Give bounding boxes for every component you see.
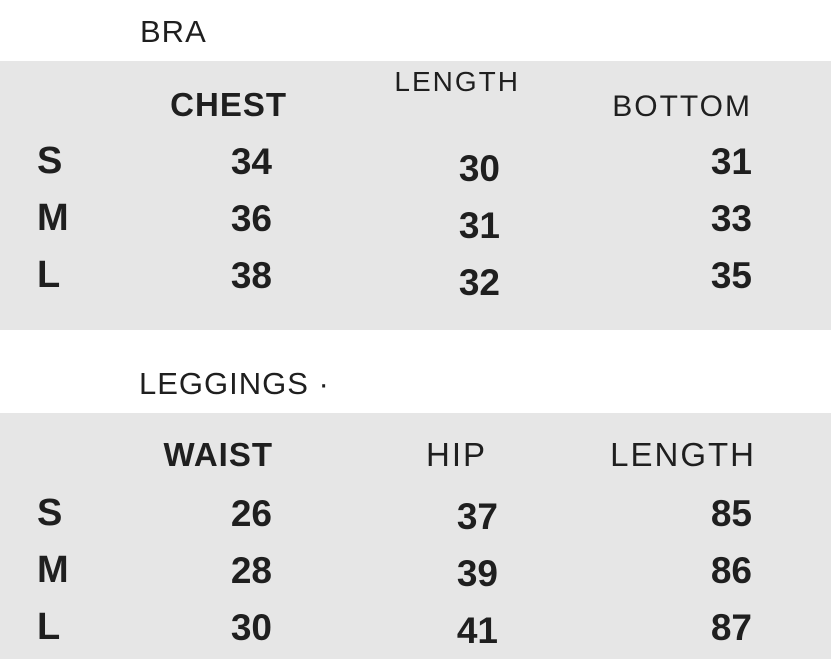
column-header-length: LENGTH: [394, 66, 520, 97]
leggings-l-hip-value: 41: [456, 609, 498, 651]
leggings-m-length-value: 86: [710, 549, 752, 591]
leggings-s-hip-value: 37: [456, 495, 498, 537]
leggings-m-hip-value: 39: [456, 552, 498, 594]
bra-table-grid: CHEST LENGTH BOTTOM S 34 30 31 M 36 31 3…: [0, 61, 831, 304]
bra-l-chest-value: 38: [230, 254, 272, 296]
bra-l-length-value: 32: [458, 261, 500, 303]
leggings-header-spacer-cell: [0, 429, 92, 485]
leggings-size-table: WAIST HIP LENGTH S 26 37 85 M 28 39 86 L…: [0, 413, 831, 659]
bra-row-label-m: M: [37, 197, 69, 239]
bra-m-chest-value: 36: [230, 197, 272, 239]
column-header-hip: HIP: [425, 436, 487, 473]
bra-s-bottom-value: 31: [710, 140, 752, 182]
column-header-length-2: LENGTH: [610, 436, 756, 473]
bra-l-bottom-value: 35: [710, 254, 752, 296]
bra-m-length-value: 31: [458, 204, 500, 246]
bra-row-label-l: L: [37, 254, 61, 296]
bra-row-label-s: S: [37, 140, 63, 182]
column-header-chest: CHEST: [170, 86, 287, 123]
leggings-row-label-l: L: [37, 606, 61, 648]
leggings-table-grid: WAIST HIP LENGTH S 26 37 85 M 28 39 86 L…: [0, 413, 831, 656]
leggings-row-label-s: S: [37, 492, 63, 534]
leggings-table-title: LEGGINGS ·: [139, 366, 330, 401]
leggings-l-waist-value: 30: [230, 606, 272, 648]
bra-title-band: BRA: [0, 0, 831, 61]
bra-m-bottom-value: 33: [710, 197, 752, 239]
bra-s-chest-value: 34: [230, 140, 272, 182]
bra-s-length-value: 30: [458, 147, 500, 189]
leggings-s-waist-value: 26: [230, 492, 272, 534]
leggings-s-length-value: 85: [710, 492, 752, 534]
bra-header-spacer-cell: [0, 77, 92, 133]
column-header-bottom: BOTTOM: [612, 90, 752, 123]
leggings-m-waist-value: 28: [230, 549, 272, 591]
leggings-l-length-value: 87: [710, 606, 752, 648]
bra-table-title: BRA: [140, 14, 207, 49]
column-header-waist: WAIST: [163, 436, 273, 473]
bra-size-table: CHEST LENGTH BOTTOM S 34 30 31 M 36 31 3…: [0, 61, 831, 330]
leggings-title-band: LEGGINGS ·: [0, 330, 831, 413]
leggings-row-label-m: M: [37, 549, 69, 591]
